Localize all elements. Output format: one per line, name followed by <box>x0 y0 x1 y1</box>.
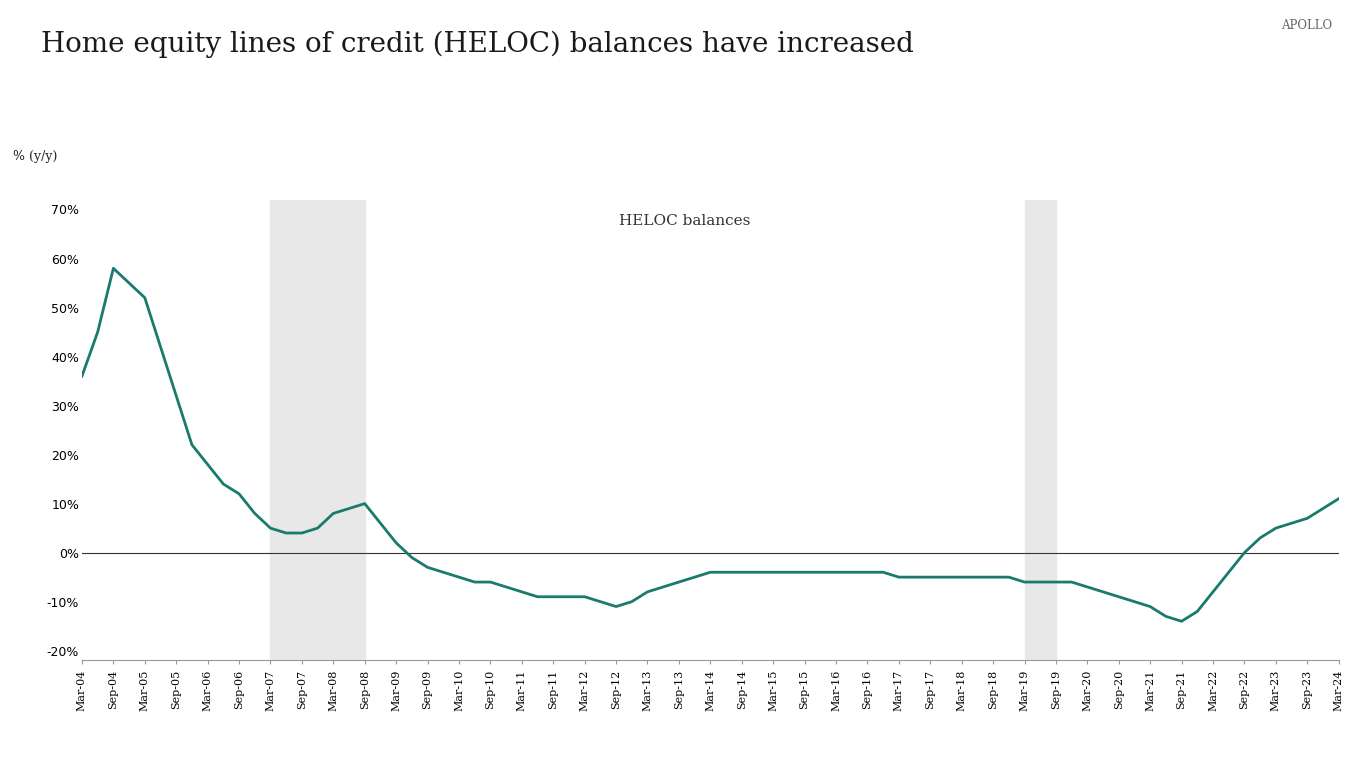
Text: % (y/y): % (y/y) <box>12 150 57 163</box>
Bar <box>270 200 365 660</box>
Text: APOLLO: APOLLO <box>1281 19 1332 32</box>
Text: Home equity lines of credit (HELOC) balances have increased: Home equity lines of credit (HELOC) bala… <box>41 31 914 58</box>
Text: HELOC balances: HELOC balances <box>620 214 751 227</box>
Bar <box>1024 200 1056 660</box>
